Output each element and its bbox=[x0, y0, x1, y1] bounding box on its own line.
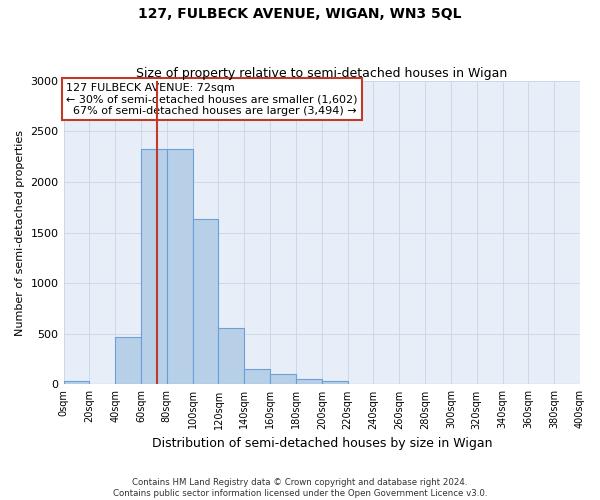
Bar bbox=[141, 148, 167, 384]
Title: Size of property relative to semi-detached houses in Wigan: Size of property relative to semi-detach… bbox=[136, 66, 508, 80]
X-axis label: Distribution of semi-detached houses by size in Wigan: Distribution of semi-detached houses by … bbox=[152, 437, 492, 450]
Bar bbox=[193, 220, 218, 384]
Bar bbox=[167, 148, 193, 384]
Bar bbox=[115, 337, 141, 384]
Text: Contains HM Land Registry data © Crown copyright and database right 2024.
Contai: Contains HM Land Registry data © Crown c… bbox=[113, 478, 487, 498]
Bar bbox=[244, 369, 270, 384]
Bar bbox=[218, 328, 244, 384]
Bar bbox=[64, 382, 89, 384]
Bar bbox=[296, 379, 322, 384]
Text: 127, FULBECK AVENUE, WIGAN, WN3 5QL: 127, FULBECK AVENUE, WIGAN, WN3 5QL bbox=[138, 8, 462, 22]
Y-axis label: Number of semi-detached properties: Number of semi-detached properties bbox=[15, 130, 25, 336]
Bar bbox=[322, 382, 347, 384]
Bar bbox=[270, 374, 296, 384]
Text: 127 FULBECK AVENUE: 72sqm
← 30% of semi-detached houses are smaller (1,602)
  67: 127 FULBECK AVENUE: 72sqm ← 30% of semi-… bbox=[66, 82, 358, 116]
